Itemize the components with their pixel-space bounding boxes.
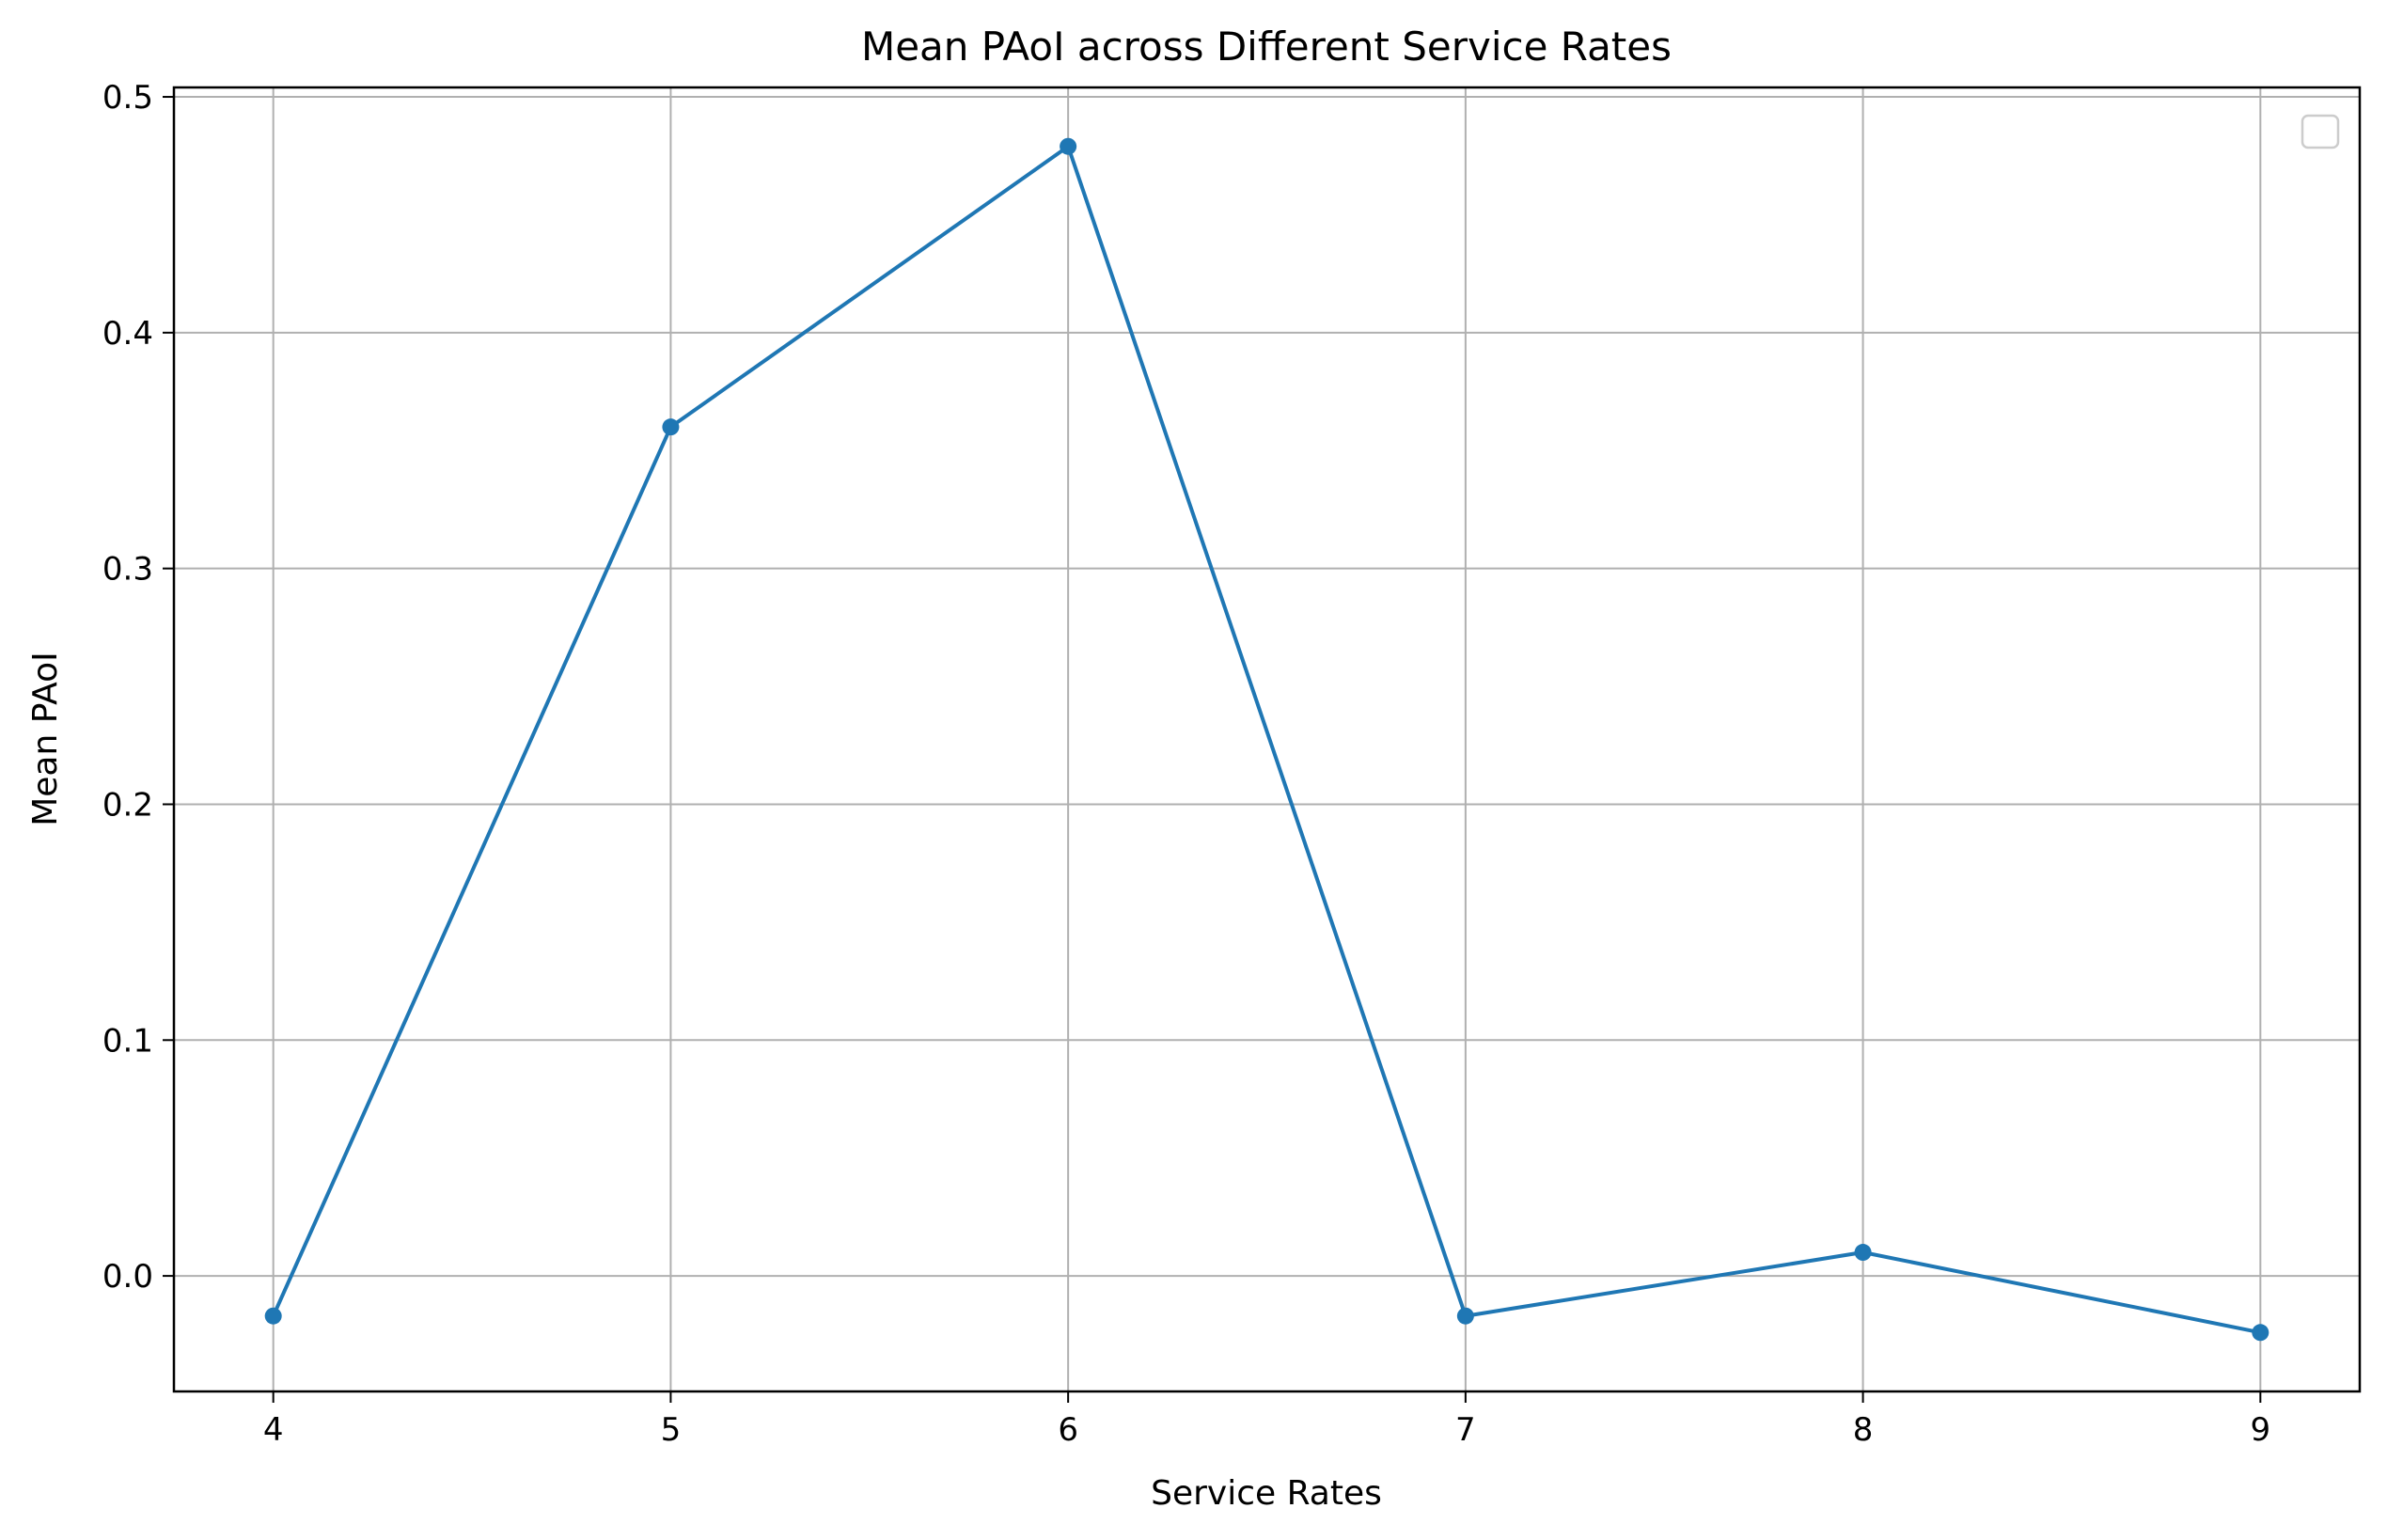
series-line bbox=[271, 144, 2261, 1335]
x-tick-label: 6 bbox=[1058, 1411, 1078, 1449]
grid-lines bbox=[174, 87, 2360, 1391]
data-point bbox=[264, 1307, 282, 1325]
y-tick-label: 0.4 bbox=[102, 315, 153, 353]
x-tick-label: 5 bbox=[661, 1411, 682, 1449]
y-tick-label: 0.0 bbox=[102, 1258, 153, 1296]
x-axis-label: Service Rates bbox=[1151, 1474, 1382, 1513]
y-tick-label: 0.2 bbox=[102, 786, 153, 824]
data-point bbox=[662, 418, 680, 436]
data-point bbox=[1854, 1244, 1872, 1262]
x-tick-label: 9 bbox=[2250, 1411, 2270, 1449]
data-point bbox=[2252, 1324, 2269, 1342]
y-axis-label: Mean PAoI bbox=[26, 652, 65, 826]
x-tick-label: 8 bbox=[1853, 1411, 1874, 1449]
data-point bbox=[1456, 1307, 1474, 1325]
plot-frame bbox=[172, 86, 2362, 1393]
data-point bbox=[1060, 137, 1077, 155]
tick-layer: 4 5 6 7 8 9 0.0 0.1 0.2 0.3 0.4 0.5 bbox=[102, 79, 2270, 1449]
y-tick-label: 0.1 bbox=[102, 1022, 153, 1060]
y-tick-label: 0.5 bbox=[102, 79, 153, 117]
x-tick-label: 4 bbox=[263, 1411, 284, 1449]
chart-title: Mean PAoI across Different Service Rates bbox=[861, 24, 1672, 70]
series-layer bbox=[264, 137, 2269, 1342]
x-tick-label: 7 bbox=[1455, 1411, 1476, 1449]
legend-frame bbox=[2301, 114, 2340, 149]
y-tick-label: 0.3 bbox=[102, 551, 153, 589]
legend-box bbox=[2301, 114, 2340, 149]
